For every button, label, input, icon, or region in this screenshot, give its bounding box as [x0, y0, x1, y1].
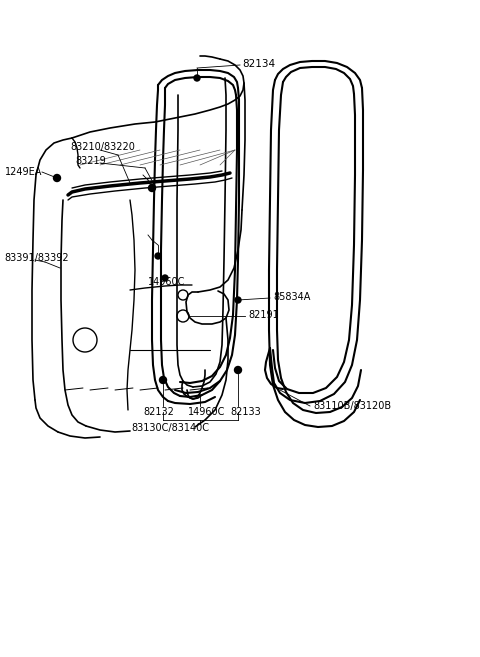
- Text: 14960C: 14960C: [188, 407, 226, 417]
- Text: 82132: 82132: [143, 407, 174, 417]
- Circle shape: [194, 75, 200, 81]
- Text: 1249EA: 1249EA: [5, 167, 42, 177]
- Circle shape: [148, 185, 156, 191]
- Text: 82133: 82133: [230, 407, 261, 417]
- Circle shape: [235, 297, 241, 303]
- Text: 14960C: 14960C: [148, 277, 185, 287]
- Circle shape: [155, 253, 161, 259]
- Text: 83210/83220: 83210/83220: [70, 142, 135, 152]
- Text: 82191: 82191: [248, 310, 279, 320]
- Text: 85834A: 85834A: [273, 292, 311, 302]
- Text: 83130C/83140C: 83130C/83140C: [131, 423, 209, 433]
- Text: 83219: 83219: [75, 156, 106, 166]
- Circle shape: [162, 275, 168, 281]
- Circle shape: [53, 175, 60, 181]
- Text: 83391/83392: 83391/83392: [4, 253, 69, 263]
- Circle shape: [159, 376, 167, 384]
- Circle shape: [235, 367, 241, 373]
- Text: 83110B/83120B: 83110B/83120B: [313, 401, 391, 411]
- Text: 82134: 82134: [242, 59, 275, 69]
